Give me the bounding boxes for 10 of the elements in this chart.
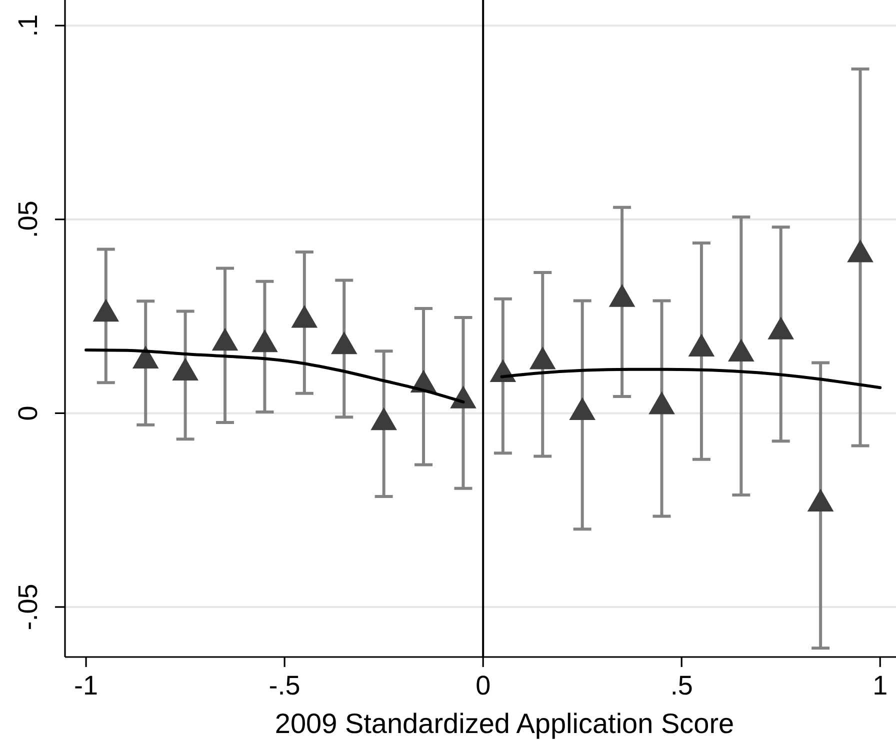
y-tick-label: 0 — [13, 406, 43, 421]
x-tick-label: -.5 — [268, 670, 300, 700]
x-axis-title: 2009 Standardized Application Score — [274, 708, 734, 739]
y-tick-label: .1 — [13, 14, 43, 37]
y-tick-label: -.05 — [13, 584, 43, 630]
x-tick-label: -1 — [74, 670, 98, 700]
y-tick-label: .05 — [13, 200, 43, 238]
x-tick-label: 1 — [872, 670, 888, 700]
x-tick-label: 0 — [476, 670, 491, 700]
x-tick-label: .5 — [670, 670, 693, 700]
